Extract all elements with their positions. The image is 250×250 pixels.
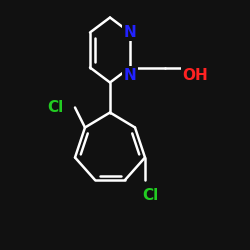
Text: Cl: Cl	[142, 188, 158, 202]
Text: OH: OH	[182, 68, 208, 82]
Text: Cl: Cl	[47, 100, 63, 115]
Text: N: N	[124, 68, 136, 82]
Text: N: N	[124, 25, 136, 40]
